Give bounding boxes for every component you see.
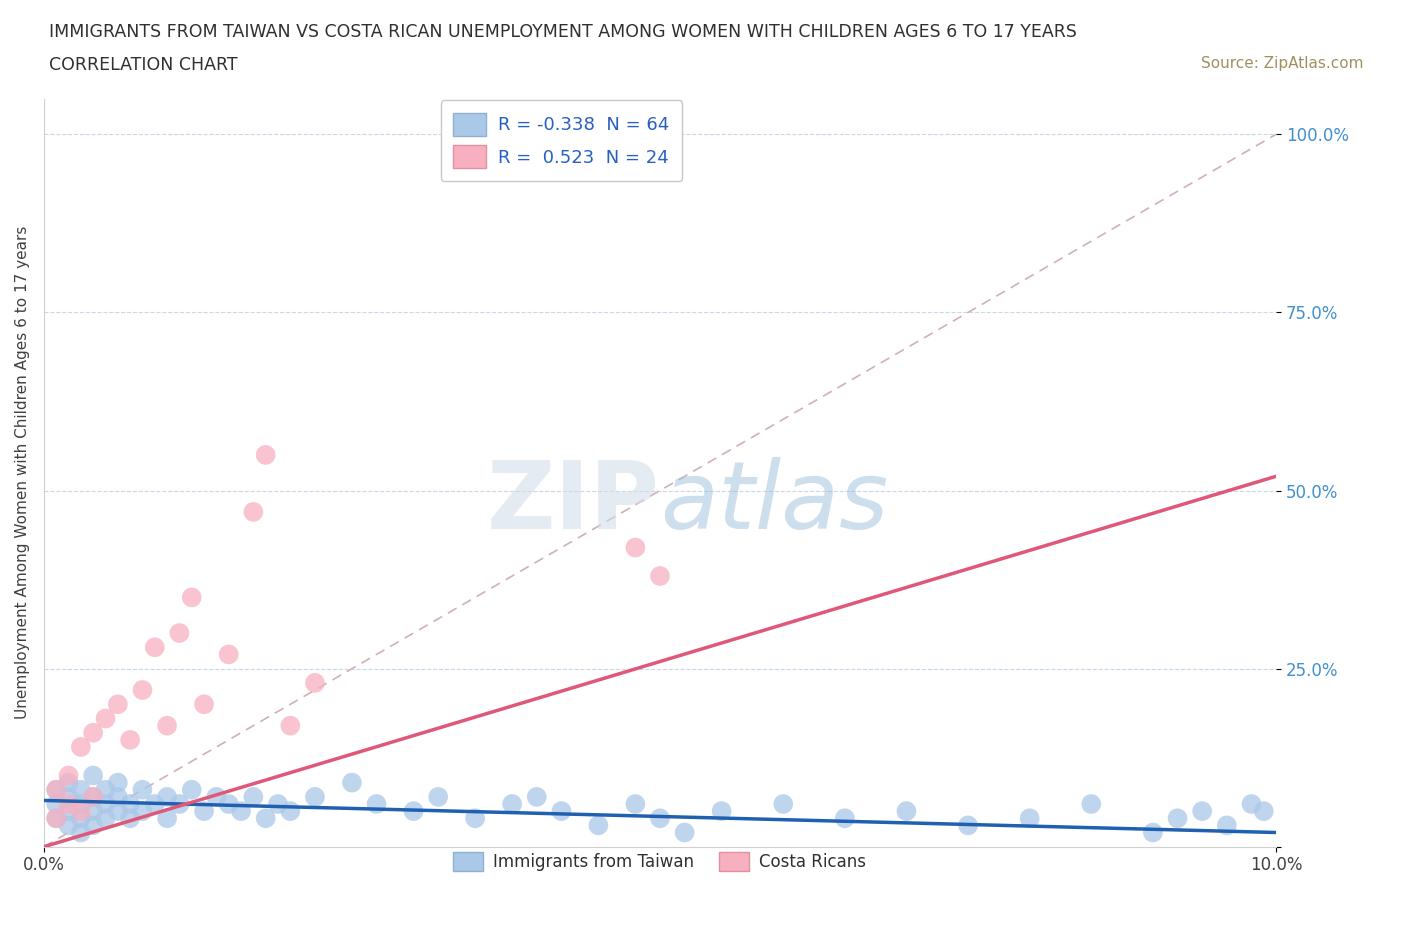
Point bbox=[1018, 811, 1040, 826]
Point bbox=[143, 797, 166, 812]
Point bbox=[501, 797, 523, 812]
Point bbox=[193, 697, 215, 711]
Point bbox=[180, 590, 202, 604]
Point bbox=[45, 811, 67, 826]
Point bbox=[156, 811, 179, 826]
Point bbox=[648, 568, 671, 583]
Point bbox=[82, 804, 104, 818]
Point bbox=[107, 790, 129, 804]
Point bbox=[402, 804, 425, 818]
Point bbox=[304, 790, 326, 804]
Point bbox=[218, 647, 240, 662]
Point bbox=[58, 768, 80, 783]
Point bbox=[70, 804, 93, 818]
Point bbox=[1240, 797, 1263, 812]
Point bbox=[1191, 804, 1213, 818]
Point bbox=[58, 818, 80, 833]
Point bbox=[82, 768, 104, 783]
Point bbox=[242, 504, 264, 519]
Point bbox=[896, 804, 918, 818]
Point bbox=[156, 790, 179, 804]
Point bbox=[588, 818, 610, 833]
Point bbox=[193, 804, 215, 818]
Point bbox=[94, 811, 117, 826]
Point bbox=[94, 711, 117, 726]
Point bbox=[107, 776, 129, 790]
Point bbox=[673, 825, 696, 840]
Point bbox=[624, 797, 647, 812]
Point bbox=[45, 782, 67, 797]
Point bbox=[70, 739, 93, 754]
Point bbox=[710, 804, 733, 818]
Point bbox=[82, 725, 104, 740]
Text: Source: ZipAtlas.com: Source: ZipAtlas.com bbox=[1201, 56, 1364, 71]
Point bbox=[58, 776, 80, 790]
Point bbox=[70, 811, 93, 826]
Point bbox=[70, 797, 93, 812]
Point bbox=[70, 782, 93, 797]
Point bbox=[169, 797, 191, 812]
Point bbox=[218, 797, 240, 812]
Point bbox=[648, 811, 671, 826]
Point bbox=[58, 804, 80, 818]
Point bbox=[107, 697, 129, 711]
Point bbox=[45, 797, 67, 812]
Point bbox=[229, 804, 252, 818]
Point bbox=[278, 804, 301, 818]
Point bbox=[550, 804, 572, 818]
Point bbox=[82, 818, 104, 833]
Point bbox=[1216, 818, 1239, 833]
Point bbox=[957, 818, 980, 833]
Point bbox=[131, 804, 153, 818]
Point bbox=[82, 790, 104, 804]
Point bbox=[254, 811, 277, 826]
Point bbox=[131, 782, 153, 797]
Y-axis label: Unemployment Among Women with Children Ages 6 to 17 years: Unemployment Among Women with Children A… bbox=[15, 226, 30, 720]
Point bbox=[169, 626, 191, 641]
Point bbox=[120, 811, 142, 826]
Point bbox=[180, 782, 202, 797]
Point bbox=[1080, 797, 1102, 812]
Text: CORRELATION CHART: CORRELATION CHART bbox=[49, 56, 238, 73]
Point bbox=[1253, 804, 1275, 818]
Point bbox=[304, 675, 326, 690]
Text: ZIP: ZIP bbox=[486, 457, 659, 549]
Legend: Immigrants from Taiwan, Costa Ricans: Immigrants from Taiwan, Costa Ricans bbox=[446, 844, 875, 880]
Point bbox=[45, 782, 67, 797]
Point bbox=[58, 797, 80, 812]
Text: atlas: atlas bbox=[659, 458, 889, 548]
Point bbox=[45, 811, 67, 826]
Point bbox=[427, 790, 450, 804]
Point bbox=[340, 776, 363, 790]
Point bbox=[366, 797, 388, 812]
Text: IMMIGRANTS FROM TAIWAN VS COSTA RICAN UNEMPLOYMENT AMONG WOMEN WITH CHILDREN AGE: IMMIGRANTS FROM TAIWAN VS COSTA RICAN UN… bbox=[49, 23, 1077, 41]
Point bbox=[267, 797, 290, 812]
Point bbox=[107, 804, 129, 818]
Point bbox=[772, 797, 794, 812]
Point bbox=[464, 811, 486, 826]
Point bbox=[82, 790, 104, 804]
Point bbox=[205, 790, 228, 804]
Point bbox=[242, 790, 264, 804]
Point bbox=[1166, 811, 1188, 826]
Point bbox=[834, 811, 856, 826]
Point bbox=[120, 733, 142, 748]
Point bbox=[131, 683, 153, 698]
Point bbox=[70, 825, 93, 840]
Point bbox=[120, 797, 142, 812]
Point bbox=[58, 790, 80, 804]
Point bbox=[94, 782, 117, 797]
Point bbox=[1142, 825, 1164, 840]
Point bbox=[156, 718, 179, 733]
Point bbox=[94, 797, 117, 812]
Point bbox=[624, 540, 647, 555]
Point bbox=[254, 447, 277, 462]
Point bbox=[278, 718, 301, 733]
Point bbox=[143, 640, 166, 655]
Point bbox=[526, 790, 548, 804]
